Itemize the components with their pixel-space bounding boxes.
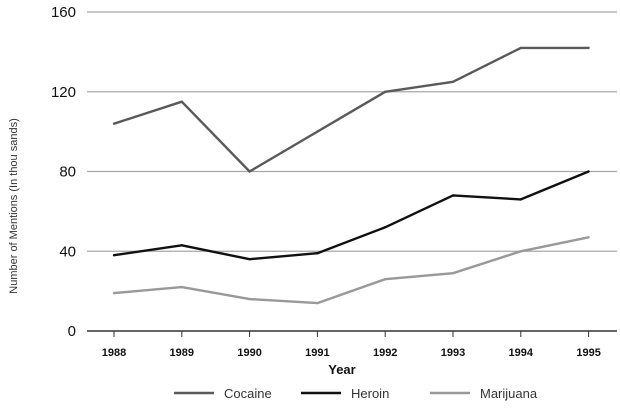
data-point-cocaine-1993 [451,80,455,83]
x-tick-label-1989: 1989 [170,347,194,359]
series-lines [112,46,590,305]
x-tick-label-1991: 1991 [305,347,329,359]
data-point-marijuana-1989 [180,285,183,289]
data-point-heroin-1989 [180,244,183,247]
data-point-marijuana-1994 [519,250,522,253]
data-point-cocaine-1989 [180,100,183,103]
gridlines [87,11,617,252]
data-point-marijuana-1993 [451,271,455,275]
data-point-heroin-1988 [112,254,116,257]
x-tick-label-1992: 1992 [373,347,397,359]
y-tick-labels: 0 40 80 120 160 [51,4,76,340]
legend-label-marijuana: Marijuana [480,386,538,401]
series-line-cocaine [113,46,589,173]
y-tick-label-120: 120 [51,84,76,101]
data-point-cocaine-1991 [316,130,319,133]
data-point-heroin-1993 [451,194,455,197]
y-axis-title: Number of Mentions (In thou sands) [8,118,20,293]
legend: Cocaine Heroin Marijuana [174,386,538,401]
series-line-marijuana [113,236,589,305]
y-tick-label-160: 160 [51,4,76,21]
data-point-marijuana-1988 [112,291,116,295]
data-point-heroin-1991 [316,252,319,255]
x-tick-label-1990: 1990 [237,347,261,359]
data-point-marijuana-1991 [316,301,319,305]
data-point-marijuana-1995 [587,236,590,239]
y-tick-label-80: 80 [59,164,76,181]
x-axis: 1988 1989 1990 1991 1992 1993 1994 1995 [87,330,617,359]
y-tick-label-40: 40 [59,243,76,260]
x-tick-label-1995: 1995 [576,347,600,359]
data-point-heroin-1990 [248,258,251,261]
data-point-cocaine-1992 [384,90,387,93]
data-point-cocaine-1988 [112,122,116,125]
x-axis-title: Year [328,362,355,377]
y-tick-label-0: 0 [68,323,76,340]
legend-label-heroin: Heroin [351,386,389,401]
legend-label-cocaine: Cocaine [224,386,272,401]
data-point-heroin-1992 [384,226,387,229]
x-tick-label-1988: 1988 [102,347,126,359]
data-point-cocaine-1994 [519,46,522,50]
data-point-marijuana-1992 [384,277,387,281]
data-point-cocaine-1990 [248,170,251,173]
data-point-heroin-1995 [587,170,590,173]
data-point-cocaine-1995 [587,46,590,50]
x-tick-label-1993: 1993 [441,347,465,359]
series-line-heroin [113,170,590,261]
x-tick-label-1994: 1994 [509,347,534,359]
data-point-marijuana-1990 [248,297,251,301]
data-point-heroin-1994 [519,198,522,201]
